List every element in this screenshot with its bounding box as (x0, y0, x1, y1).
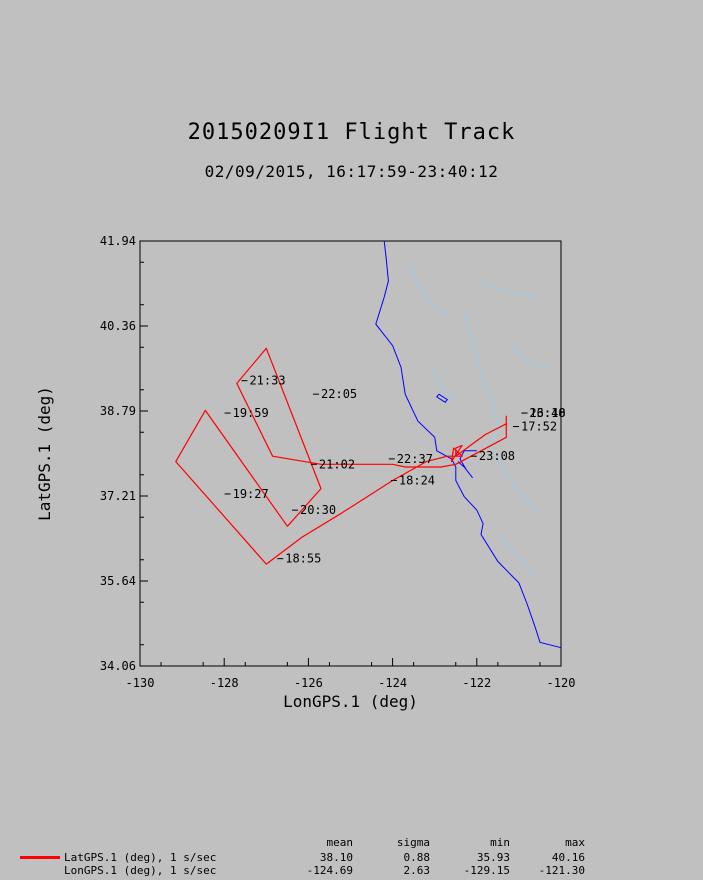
annotation-label: 23:08 (479, 449, 515, 463)
chart-title: 20150209I1 Flight Track (187, 120, 516, 145)
stats-row-lat: LatGPS.1 (deg), 1 s/sec 38.10 0.88 35.93… (0, 851, 703, 864)
legend-line-lat (20, 856, 60, 859)
annotation-label: 21:33 (249, 374, 285, 388)
stats-header-mean: mean (326, 836, 354, 849)
y-tick-label: 37.21 (100, 489, 136, 503)
stats-header-min: min (490, 836, 510, 849)
rivers-map (408, 264, 549, 578)
river-2 (408, 264, 452, 314)
annotation-label: 17:52 (521, 420, 557, 434)
river-6 (476, 280, 536, 298)
stats-mean-value: -124.69 (306, 864, 353, 877)
stats-row-label: LonGPS.1 (deg), 1 s/sec (64, 864, 217, 877)
coastline (375, 240, 562, 649)
x-axis-label: LonGPS.1 (deg) (283, 692, 418, 711)
stats-header-sigma: sigma (396, 836, 430, 849)
river-5 (497, 534, 537, 578)
annotation-label: 22:37 (397, 452, 433, 466)
stats-header-row: mean sigma min max (0, 836, 703, 849)
bay-shoreline (457, 450, 477, 479)
annotation-label: 20:30 (300, 503, 336, 517)
stats-header-max: max (565, 836, 585, 849)
annotation-label: 19:27 (233, 487, 269, 501)
axes: -130 -128 -126 -124 -122 -120 34.06 35.64 37.21 3… (35, 234, 575, 711)
y-tick-label: 35.64 (100, 574, 136, 588)
annotation-label: 16:18 (529, 406, 565, 420)
river-1 (493, 447, 541, 514)
river-3 (430, 366, 457, 400)
flight-track-series (175, 347, 507, 565)
stats-sigma-value: 0.88 (403, 851, 431, 864)
stats-row-lon: LonGPS.1 (deg), 1 s/sec -124.69 2.63 -12… (0, 864, 703, 877)
y-tick-label: 40.36 (100, 319, 136, 333)
stats-min-value: -129.15 (463, 864, 510, 877)
stats-max-value: 40.16 (551, 851, 585, 864)
stats-min-value: 35.93 (476, 851, 510, 864)
x-tick-label: -124 (378, 676, 407, 690)
annotation-label: 18:24 (399, 473, 435, 487)
stats-row-label: LatGPS.1 (deg), 1 s/sec (64, 851, 217, 864)
y-tick-label: 34.06 (100, 659, 136, 673)
x-tick-label: -120 (547, 676, 576, 690)
x-tick-label: -130 (126, 676, 155, 690)
lake-outline (436, 393, 449, 403)
chart-subtitle: 02/09/2015, 16:17:59-23:40:12 (204, 162, 499, 181)
annotation-label: 21:02 (319, 457, 355, 471)
stats-sigma-value: 2.63 (403, 864, 431, 877)
river-0 (463, 313, 499, 449)
plot-border (139, 240, 562, 667)
plot-frame (139, 240, 562, 667)
x-tick-label: -126 (294, 676, 323, 690)
y-tick-label: 41.94 (100, 234, 136, 248)
stats-mean-value: 38.10 (319, 851, 353, 864)
annotation-label: 18:55 (285, 552, 321, 566)
y-tick-label: 38.79 (100, 404, 136, 418)
series-line-0 (175, 347, 507, 565)
y-axis-label: LatGPS.1 (deg) (35, 386, 54, 521)
x-tick-label: -128 (210, 676, 239, 690)
stats-max-value: -121.30 (538, 864, 585, 877)
annotation-label: 22:05 (321, 387, 357, 401)
river-4 (510, 345, 549, 368)
annotation-label: 19:59 (233, 406, 269, 420)
time-annotations: 21:33 22:05 19:59 21:02 22:37 23:08 18:24 19:27… (224, 374, 566, 566)
x-tick-label: -122 (462, 676, 491, 690)
annotation-label: 23:40 (529, 406, 565, 420)
coastline-map (375, 240, 562, 649)
